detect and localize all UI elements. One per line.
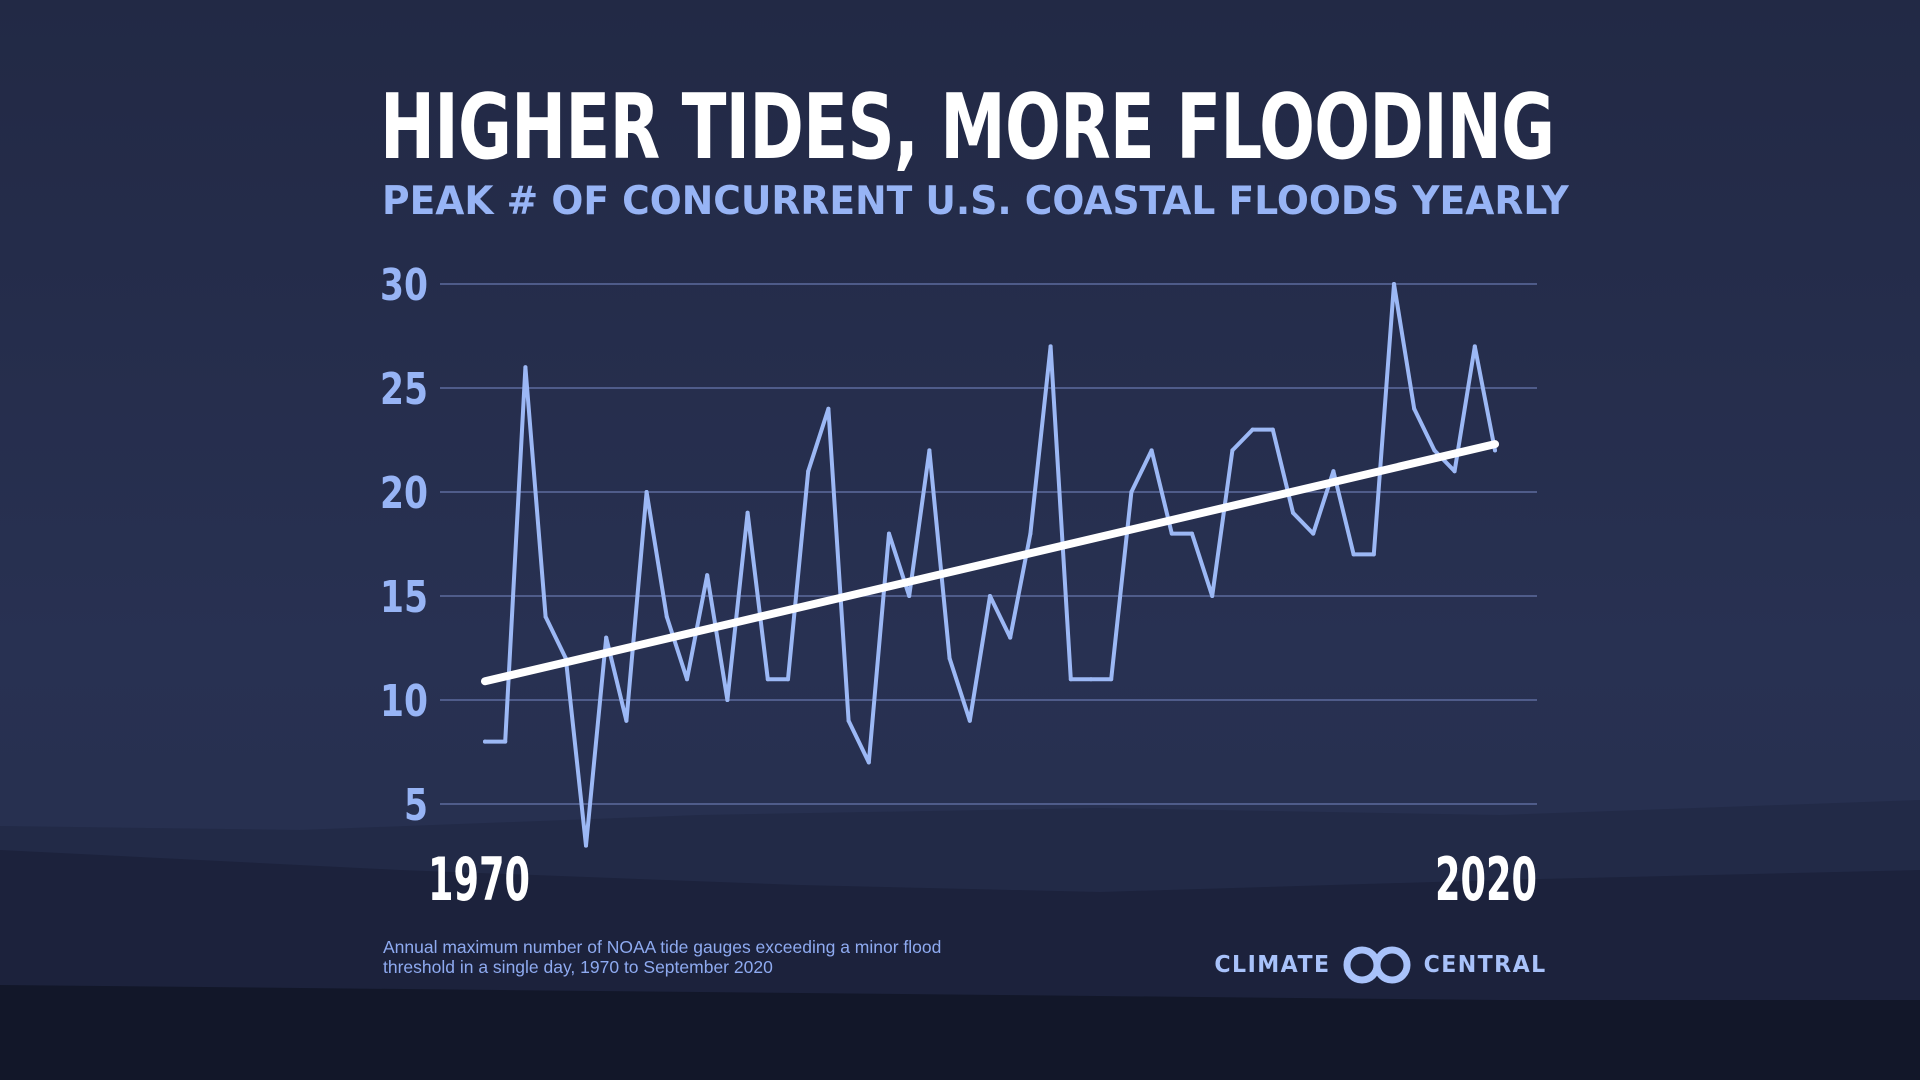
data-point xyxy=(988,594,992,598)
data-point xyxy=(1311,531,1316,536)
chart-subtitle: PEAK # OF CONCURRENT U.S. COASTAL FLOODS… xyxy=(382,179,1569,224)
data-point xyxy=(745,510,750,515)
data-point xyxy=(826,406,831,411)
data-point xyxy=(947,656,952,661)
data-point xyxy=(1109,677,1114,682)
data-point xyxy=(846,718,851,723)
x-axis-tick-labels: 1970 2020 xyxy=(428,845,1537,915)
hill-front xyxy=(0,985,1920,1080)
data-point xyxy=(907,594,912,598)
trend-line xyxy=(481,440,1499,686)
data-point xyxy=(786,677,790,682)
data-point xyxy=(967,718,972,723)
data-point xyxy=(1472,344,1477,349)
data-point xyxy=(1270,427,1275,432)
data-point xyxy=(1412,406,1417,411)
climate-central-logo: CLIMATE CENTRAL xyxy=(1212,942,1549,988)
data-point xyxy=(1432,448,1437,453)
data-point xyxy=(604,635,609,640)
logo-word-right: CENTRAL xyxy=(1423,952,1547,978)
data-point xyxy=(1210,594,1215,598)
y-tick-label: 10 xyxy=(380,676,428,727)
data-point xyxy=(1169,531,1174,536)
data-point xyxy=(806,469,811,474)
y-tick-label: 25 xyxy=(380,364,428,415)
data-point xyxy=(705,573,710,578)
series-layer xyxy=(483,282,1497,848)
data-point xyxy=(866,760,871,765)
data-point xyxy=(664,614,669,619)
data-point xyxy=(1190,531,1194,536)
data-point xyxy=(584,843,588,848)
data-point xyxy=(1452,469,1457,474)
data-point xyxy=(1089,677,1093,682)
gridlines xyxy=(440,283,1537,805)
data-point xyxy=(1230,448,1235,453)
data-point xyxy=(483,739,487,744)
y-tick-label: 5 xyxy=(404,780,428,831)
trend-layer xyxy=(481,440,1499,686)
x-tick-label: 1970 xyxy=(428,845,530,915)
data-point xyxy=(1371,552,1376,557)
footnote: Annual maximum number of NOAA tide gauge… xyxy=(383,937,942,977)
y-axis-tick-labels: 5 10 15 20 25 30 xyxy=(380,260,428,831)
data-point xyxy=(1068,677,1073,682)
data-point xyxy=(1351,552,1356,557)
data-point xyxy=(887,531,891,536)
data-point xyxy=(543,614,548,619)
data-point xyxy=(523,365,528,370)
chart-title: HIGHER TIDES, MORE FLOODING xyxy=(380,75,1555,180)
y-tick-label: 30 xyxy=(380,260,428,311)
data-point xyxy=(765,677,770,682)
data-point xyxy=(1008,635,1013,640)
data-point xyxy=(1149,448,1154,453)
data-point xyxy=(685,677,689,682)
data-point xyxy=(1331,469,1336,474)
data-point xyxy=(624,718,629,723)
data-point xyxy=(1493,448,1497,453)
climate-central-rings-icon xyxy=(1343,946,1411,984)
x-tick-label: 2020 xyxy=(1435,845,1537,915)
data-point xyxy=(1028,531,1033,536)
data-point xyxy=(1048,344,1053,349)
y-tick-label: 20 xyxy=(380,468,428,519)
data-point xyxy=(503,739,508,744)
data-point xyxy=(927,448,932,453)
data-point xyxy=(644,490,649,494)
logo-word-left: CLIMATE xyxy=(1214,952,1331,978)
data-point xyxy=(1250,427,1255,432)
data-point xyxy=(1129,490,1134,494)
y-tick-label: 15 xyxy=(380,572,428,623)
data-point xyxy=(1392,282,1396,286)
data-point xyxy=(1291,510,1295,515)
data-point xyxy=(725,698,730,702)
